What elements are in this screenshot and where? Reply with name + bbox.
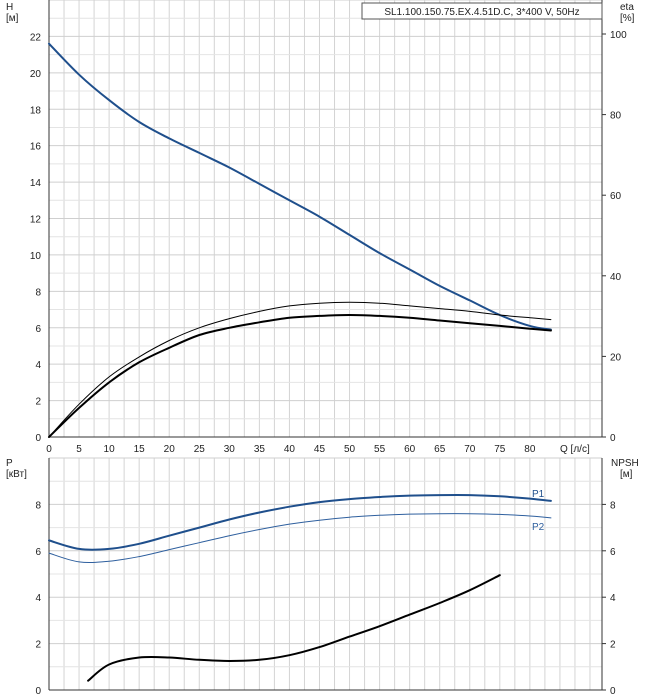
y-left-tick-label-top: 16: [30, 142, 42, 153]
y-left-label-bottom: P: [6, 458, 13, 469]
x-tick-label: 25: [194, 444, 206, 455]
x-tick-label: 45: [314, 444, 326, 455]
y-left-unit-bottom: [кВт]: [6, 469, 27, 480]
series-line-top-0: [48, 42, 552, 331]
upper-grid: [48, 0, 603, 438]
y-right-tick-label-top: 40: [610, 272, 622, 283]
x-tick-label: 5: [76, 444, 82, 455]
y-right-tick-label-bottom: 2: [610, 640, 616, 651]
y-left-tick-label-top: 20: [30, 69, 42, 80]
x-axis-label: Q [л/с]: [560, 444, 590, 455]
model-label: SL1.100.150.75.EX.4.51D.C, 3*400 V, 50Hz: [384, 7, 579, 18]
legend-p1: P1: [532, 489, 545, 500]
y-left-label-top: H: [6, 2, 13, 13]
y-left-tick-label-top: 14: [30, 178, 42, 189]
y-right-tick-label-top: 60: [610, 191, 622, 202]
series-line-bottom-2: [87, 574, 501, 682]
series-line-top-2: [48, 313, 552, 438]
x-tick-label: 65: [434, 444, 446, 455]
y-left-tick-label-top: 12: [30, 215, 42, 226]
upper-axis-ticks: 0 5 10 15 20 25 30 35 40 45 50 55 60 65 70 75 80 0 2 4 6 8 10 1…: [30, 30, 627, 455]
x-tick-label: 10: [104, 444, 116, 455]
upper-series: [48, 42, 552, 438]
y-right-tick-label-bottom: 0: [610, 686, 616, 697]
y-left-unit-top: [м]: [6, 13, 19, 24]
y-left-tick-label-top: 4: [35, 360, 41, 371]
model-label-box: [361, 2, 603, 20]
y-left-tick-label-top: 10: [30, 251, 42, 262]
x-tick-label: 20: [164, 444, 176, 455]
x-tick-label: 75: [494, 444, 506, 455]
x-tick-label: 60: [404, 444, 416, 455]
x-tick-label: 50: [344, 444, 356, 455]
y-right-tick-label-top: 0: [610, 433, 616, 444]
y-right-label-top: eta: [620, 2, 634, 13]
y-left-tick-label-bottom: 2: [35, 640, 41, 651]
y-left-tick-label-top: 22: [30, 32, 42, 43]
y-left-tick-label-bottom: 0: [35, 686, 41, 697]
lower-series: [48, 493, 552, 682]
x-tick-label: 70: [464, 444, 476, 455]
y-right-tick-label-top: 20: [610, 352, 622, 363]
x-tick-label: 15: [134, 444, 146, 455]
lower-axis-ticks: 0 2 4 6 8 0 2 4 6 8: [35, 500, 616, 697]
y-right-tick-label-bottom: 8: [610, 500, 616, 511]
y-right-label-bottom: NPSH: [611, 458, 639, 469]
y-left-tick-label-top: 8: [35, 287, 41, 298]
y-right-unit-bottom: [м]: [620, 469, 633, 480]
x-tick-label: 35: [254, 444, 266, 455]
series-line-bottom-1: [48, 513, 552, 564]
y-left-tick-label-top: 6: [35, 324, 41, 335]
x-tick-label: 55: [374, 444, 386, 455]
y-right-tick-label-bottom: 6: [610, 547, 616, 558]
y-left-tick-label-top: 18: [30, 105, 42, 116]
y-left-tick-label-top: 0: [35, 433, 41, 444]
y-right-unit-top: [%]: [620, 13, 635, 24]
y-left-tick-label-bottom: 4: [35, 593, 41, 604]
y-left-tick-label-bottom: 6: [35, 547, 41, 558]
x-tick-label: 40: [284, 444, 296, 455]
lower-grid: [48, 457, 603, 691]
series-line-bottom-0: [48, 493, 552, 551]
legend-p2: P2: [532, 522, 545, 533]
y-left-tick-label-top: 2: [35, 397, 41, 408]
x-tick-label: 30: [224, 444, 236, 455]
x-tick-label: 0: [46, 444, 52, 455]
series-line-top-1: [48, 301, 552, 438]
x-tick-label: 80: [524, 444, 536, 455]
y-right-tick-label-top: 100: [610, 30, 627, 41]
y-right-tick-label-top: 80: [610, 111, 622, 122]
y-left-tick-label-bottom: 8: [35, 500, 41, 511]
y-right-tick-label-bottom: 4: [610, 593, 616, 604]
